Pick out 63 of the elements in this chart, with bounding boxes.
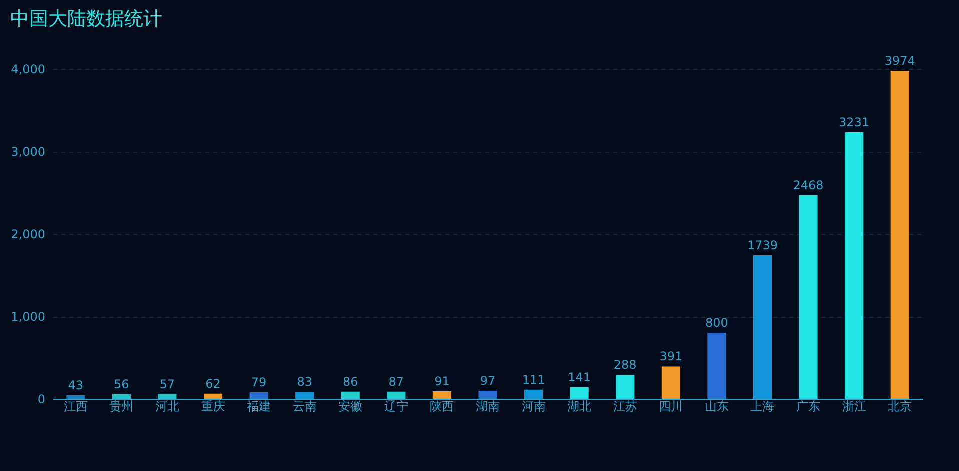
data-label: 111 — [522, 372, 546, 387]
data-label: 43 — [68, 378, 84, 392]
x-tick-label: 湖北 — [568, 400, 592, 414]
chart-title: 中国大陆数据统计 — [10, 8, 163, 30]
bar — [616, 375, 635, 399]
x-tick-label: 福建 — [247, 400, 272, 414]
data-label: 56 — [114, 377, 130, 392]
data-label: 91 — [434, 374, 450, 388]
data-label: 391 — [660, 350, 683, 364]
data-label: 3231 — [839, 115, 870, 130]
x-tick-label: 北京 — [888, 400, 912, 414]
data-label: 87 — [388, 374, 404, 389]
x-tick-label: 河北 — [155, 400, 180, 414]
x-tick-label: 山东 — [704, 400, 729, 414]
x-tick-label: 重庆 — [201, 400, 226, 414]
bar — [890, 71, 910, 399]
y-tick-label: 1,000 — [11, 310, 46, 324]
x-tick-label: 广东 — [796, 400, 821, 414]
y-tick-label: 2,000 — [11, 228, 46, 242]
bar — [250, 392, 268, 399]
y-tick-label: 0 — [38, 392, 46, 406]
bar — [112, 394, 131, 399]
bar — [478, 391, 498, 399]
bar — [341, 392, 360, 399]
data-label: 288 — [614, 358, 637, 372]
x-tick-label: 上海 — [750, 400, 775, 414]
data-label: 57 — [160, 377, 176, 392]
bar — [845, 132, 864, 399]
bar — [387, 392, 406, 399]
bar — [524, 390, 544, 399]
x-tick-label: 浙江 — [842, 400, 866, 414]
data-label: 800 — [705, 316, 728, 330]
data-label: 3974 — [884, 54, 916, 68]
bar — [799, 195, 818, 399]
data-label: 141 — [568, 370, 592, 384]
bar — [66, 395, 86, 399]
x-tick-label: 贵州 — [110, 400, 134, 414]
bar — [204, 394, 223, 399]
x-tick-label: 四川 — [659, 400, 684, 414]
bar — [753, 256, 772, 399]
data-label: 62 — [206, 376, 221, 391]
data-label: 83 — [297, 375, 312, 390]
bar — [570, 387, 589, 399]
data-label: 97 — [480, 374, 496, 388]
bar — [662, 366, 680, 399]
bar — [296, 392, 314, 399]
data-label: 1739 — [747, 238, 778, 253]
x-tick-label: 云南 — [292, 400, 317, 414]
x-tick-label: 湖南 — [476, 400, 500, 414]
x-tick-label: 河南 — [522, 400, 546, 414]
x-tick-label: 安徽 — [338, 400, 363, 414]
bar — [158, 394, 177, 399]
bar — [432, 391, 452, 399]
x-tick-label: 辽宁 — [384, 400, 408, 414]
data-label: 79 — [251, 375, 267, 390]
x-tick-label: 江苏 — [613, 400, 638, 414]
x-tick-label: 陕西 — [430, 400, 454, 414]
y-tick-label: 4,000 — [11, 62, 46, 76]
x-tick-label: 江西 — [64, 400, 88, 414]
data-label: 2468 — [793, 178, 824, 192]
data-label: 86 — [342, 374, 358, 389]
y-tick-label: 3,000 — [11, 145, 46, 159]
bar — [708, 333, 726, 399]
